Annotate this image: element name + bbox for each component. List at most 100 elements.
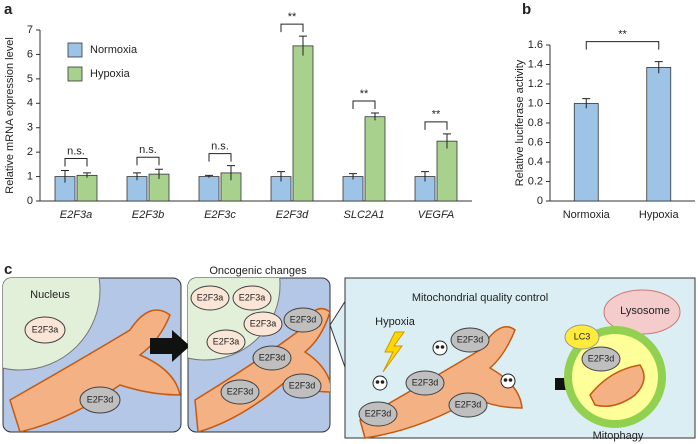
significance-bracket xyxy=(352,100,376,110)
x-tick-label: E2F3b xyxy=(132,209,164,221)
significance-label: ** xyxy=(432,109,441,121)
error-bar xyxy=(299,35,307,56)
protein xyxy=(206,329,246,355)
nucleus xyxy=(188,278,281,361)
protein-label: E2F3a xyxy=(213,336,240,346)
error-bar xyxy=(443,133,451,149)
y-tick-label: 0.6 xyxy=(528,136,543,148)
bar xyxy=(364,116,386,202)
protein-label: E2F3d xyxy=(412,377,439,387)
x-tick-label: E2F3d xyxy=(276,209,309,221)
significance-label: ** xyxy=(288,11,297,23)
x-tick-label: E2F3c xyxy=(204,209,236,221)
protein-label: E2F3a xyxy=(32,324,59,334)
protein-label: E2F3a xyxy=(239,292,266,302)
error-bar xyxy=(582,98,591,109)
significance-bracket xyxy=(64,157,88,167)
y-tick-label: 0 xyxy=(27,195,33,207)
y-tick-label: 1.0 xyxy=(528,97,543,109)
nucleus-label: Nucleus xyxy=(30,289,70,301)
significance-label: ** xyxy=(618,28,627,40)
bar xyxy=(76,174,98,202)
y-tick-label: 1.2 xyxy=(528,78,543,90)
bar xyxy=(292,45,314,202)
error-bar xyxy=(277,171,285,182)
error-bar xyxy=(349,173,357,180)
protein-label: E2F3d xyxy=(259,352,286,362)
y-tick-label: 4 xyxy=(27,97,33,109)
skull-eye xyxy=(435,345,440,349)
lc3 xyxy=(564,324,600,350)
protein xyxy=(252,345,292,371)
protein xyxy=(283,307,323,333)
callout xyxy=(329,298,347,371)
protein xyxy=(190,285,230,311)
protein xyxy=(232,285,272,311)
significance-label: n.s. xyxy=(67,145,85,157)
y-tick-label: 5 xyxy=(27,73,33,85)
y-tick-label: 0 xyxy=(537,195,543,207)
y-axis-label: Relative mRNA expression level xyxy=(4,37,16,194)
x-tick-label: VEGFA xyxy=(418,209,454,221)
diagram-title: Oncogenic changes xyxy=(209,265,307,277)
protein xyxy=(243,311,283,337)
bar xyxy=(646,67,672,202)
protein xyxy=(450,327,490,353)
box-title: Mitochondrial quality control xyxy=(412,292,548,304)
arrow xyxy=(150,330,190,362)
y-tick-label: 3 xyxy=(27,122,33,134)
error-bar xyxy=(654,61,663,74)
panel-label: c xyxy=(4,261,12,278)
error-bar xyxy=(227,165,235,181)
x-tick-label: Hypoxia xyxy=(639,209,680,221)
protein xyxy=(220,379,260,405)
process-label: Mitophagy xyxy=(593,430,644,442)
protein xyxy=(448,392,488,418)
x-tick-label: SLC2A1 xyxy=(344,209,385,221)
significance-label: ** xyxy=(360,88,369,100)
y-tick-label: 1.4 xyxy=(528,58,543,70)
y-tick-label: 1.6 xyxy=(528,39,543,51)
stress-label: Hypoxia xyxy=(375,316,416,328)
bar xyxy=(198,176,220,202)
lc3-label: LC3 xyxy=(574,331,591,341)
y-tick-label: 6 xyxy=(27,48,33,60)
lysosome-label: Lysosome xyxy=(620,305,670,317)
x-tick-label: E2F3a xyxy=(60,209,92,221)
bar xyxy=(573,103,599,202)
panel-label: b xyxy=(522,1,531,18)
bar xyxy=(436,140,458,202)
significance-bracket xyxy=(280,23,304,33)
skull-eye xyxy=(375,380,380,384)
y-tick-label: 0.4 xyxy=(528,156,543,168)
skull xyxy=(432,340,448,356)
lightning xyxy=(382,331,405,373)
y-tick-label: 7 xyxy=(27,24,33,36)
legend-label: Hypoxia xyxy=(90,68,131,80)
protein-label: E2F3d xyxy=(289,380,316,390)
protein xyxy=(79,386,121,414)
y-axis-label: Relative luciferase activity xyxy=(514,59,526,186)
panel-label: a xyxy=(4,1,13,18)
error-bar xyxy=(133,172,141,181)
error-bar xyxy=(61,169,69,183)
significance-label: n.s. xyxy=(211,140,229,152)
error-bar xyxy=(205,174,213,178)
y-tick-label: 0.8 xyxy=(528,117,543,129)
skull xyxy=(500,373,516,389)
diagram: c Oncogenic changes Nucleus E2F3a E2F3d … xyxy=(2,261,696,442)
protein xyxy=(581,346,621,372)
bar xyxy=(342,176,364,202)
legend-label: Normoxia xyxy=(90,44,138,56)
protein-label: E2F3a xyxy=(197,292,224,302)
protein xyxy=(405,370,445,396)
protein-label: E2F3d xyxy=(588,353,615,363)
mitochondrion xyxy=(589,364,645,407)
x-tick-label: Normoxia xyxy=(563,209,611,221)
protein-label: E2F3d xyxy=(87,394,114,404)
error-bar xyxy=(421,171,429,182)
significance-bracket xyxy=(208,153,232,162)
significance-bracket xyxy=(585,41,660,50)
significance-label: n.s. xyxy=(139,144,157,156)
